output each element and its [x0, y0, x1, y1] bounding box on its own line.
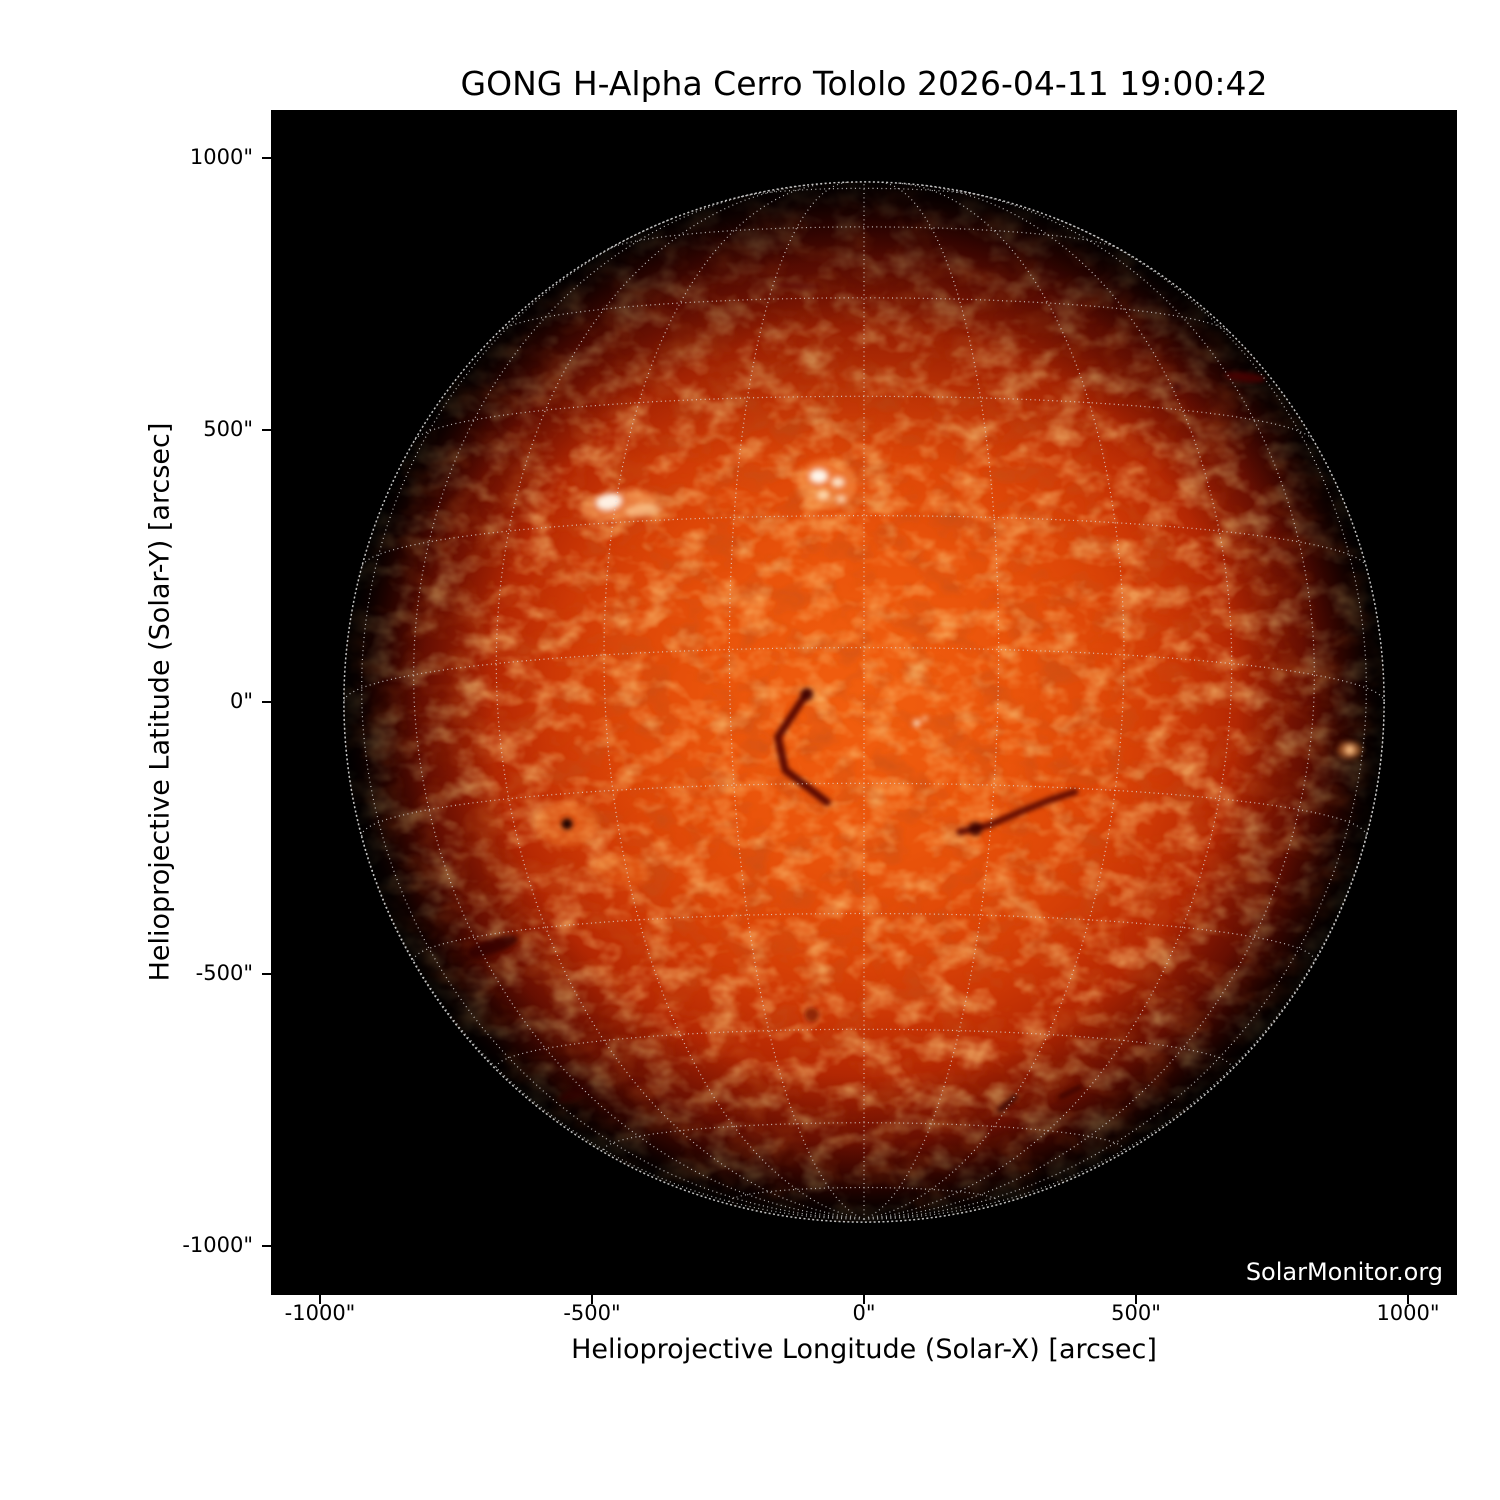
y-tick-label: 0" — [229, 689, 253, 713]
figure-title: GONG H-Alpha Cerro Tololo 2026-04-11 19:… — [460, 64, 1268, 103]
y-tick-mark — [262, 973, 271, 975]
dark-slash-s-1 — [997, 1094, 1018, 1113]
dark-slash-s-2 — [1058, 1085, 1083, 1100]
bright-patch-sw — [591, 853, 651, 887]
grid-parallel-lines — [343, 187, 1385, 1202]
filament-c-shape — [774, 689, 831, 806]
x-tick-mark — [591, 1295, 593, 1304]
dark-smear-s-limb — [559, 1084, 594, 1102]
bright-glow-east-limb — [1337, 741, 1362, 759]
y-tick-mark — [262, 701, 271, 703]
x-tick-mark — [1407, 1295, 1409, 1304]
plot-area: SolarMonitor.org — [271, 110, 1457, 1295]
plage-blob-3 — [817, 490, 830, 500]
y-tick-label: -500" — [195, 961, 253, 985]
x-tick-label: -500" — [563, 1301, 621, 1325]
y-tick-mark — [262, 157, 271, 159]
limb-darkening-overlay — [344, 182, 1384, 1222]
solar-limb-circle — [343, 181, 1385, 1223]
y-tick-label: 1000" — [189, 145, 253, 169]
dark-blob-s — [804, 1007, 819, 1022]
sunspot-umbra — [561, 818, 573, 830]
x-tick-mark — [863, 1295, 865, 1304]
plage-halo-central — [796, 459, 858, 510]
dark-smear-sw-limb — [468, 935, 518, 957]
dark-streak-ne — [1224, 371, 1266, 383]
plage-streak-west — [624, 503, 662, 518]
bright-point-center-2 — [922, 715, 928, 721]
grid-meridian-lines — [343, 181, 1385, 1220]
plage-blob-1 — [809, 469, 828, 484]
sun-disk — [344, 182, 1384, 1222]
dark-filament-features — [468, 282, 1266, 1113]
plage-blob-4 — [836, 495, 847, 503]
x-tick-label: -1000" — [284, 1301, 356, 1325]
plage-blob-2 — [831, 477, 845, 488]
heliographic-grid — [343, 181, 1385, 1223]
filament-c-knot — [800, 687, 814, 701]
x-tick-label: 500" — [1111, 1301, 1161, 1325]
x-tick-label: 1000" — [1376, 1301, 1440, 1325]
y-tick-label: -1000" — [182, 1233, 253, 1257]
x-tick-label: 0" — [852, 1301, 876, 1325]
bright-point-center-1 — [913, 719, 921, 727]
y-tick-mark — [262, 429, 271, 431]
x-tick-mark — [1135, 1295, 1137, 1304]
solar-disk-image — [343, 181, 1385, 1223]
dark-fibril-n — [776, 282, 823, 290]
y-tick-mark — [262, 1245, 271, 1247]
x-axis-label: Helioprojective Longitude (Solar-X) [arc… — [571, 1334, 1157, 1365]
dark-dot-ne — [1173, 383, 1181, 391]
x-tick-mark — [319, 1295, 321, 1304]
filament-channel-knot — [968, 821, 983, 836]
y-tick-label: 500" — [203, 417, 253, 441]
watermark: SolarMonitor.org — [1245, 1258, 1443, 1286]
